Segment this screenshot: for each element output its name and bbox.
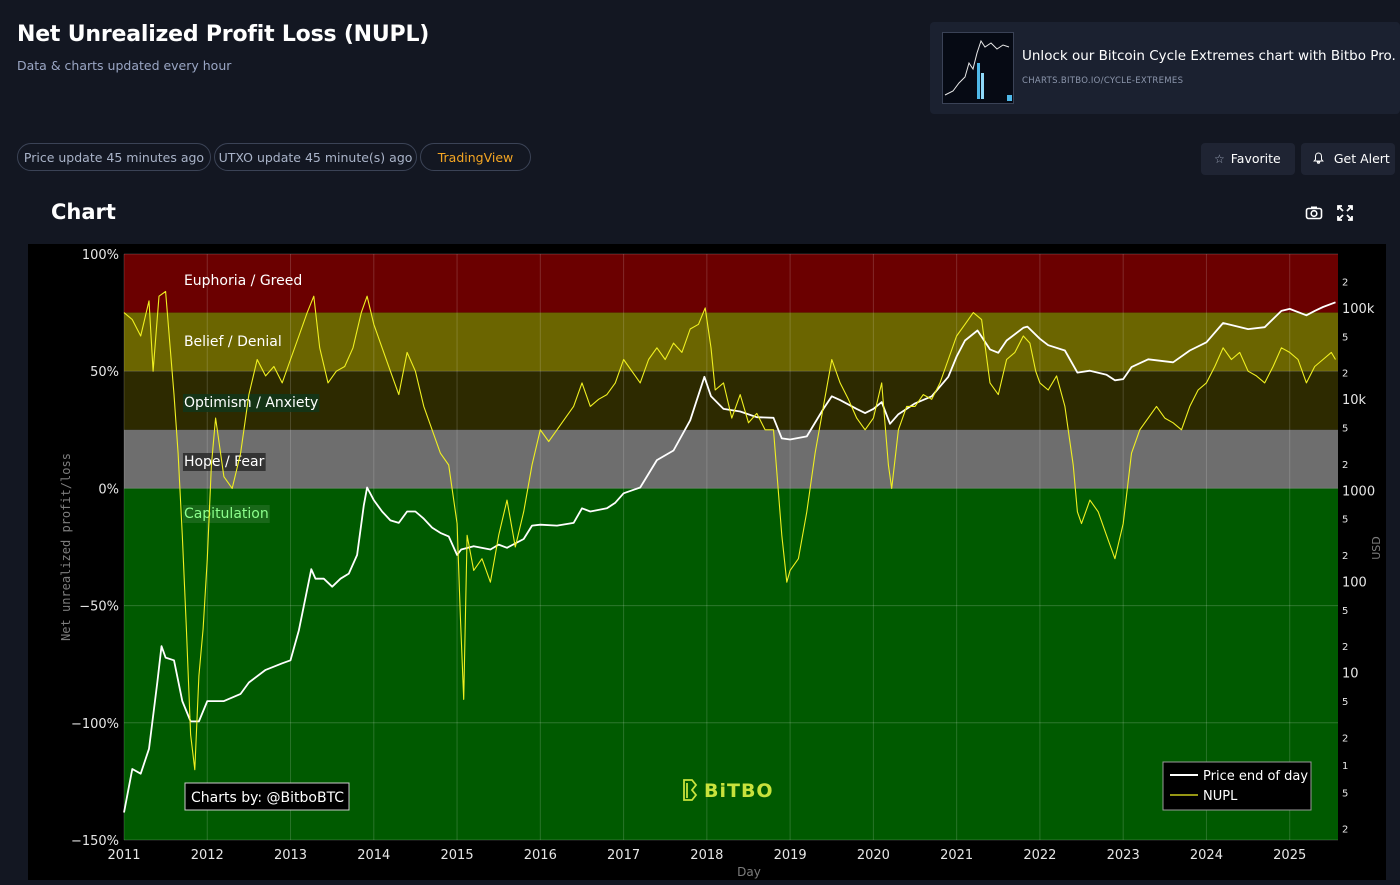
x-tick-label: 2022 xyxy=(1023,848,1056,863)
camera-icon[interactable] xyxy=(1305,204,1323,222)
y2-tick-label: 2 xyxy=(1342,825,1348,836)
bell-icon xyxy=(1313,152,1328,166)
y2-tick-label: 1000 xyxy=(1342,484,1375,499)
x-tick-label: 2018 xyxy=(690,848,723,863)
zone-band xyxy=(124,371,1338,430)
credit-box xyxy=(184,782,350,811)
page-subtitle: Data & charts updated every hour xyxy=(17,58,232,73)
x-tick-label: 2017 xyxy=(607,848,640,863)
zone-label-text: Optimism / Anxiety xyxy=(184,395,318,411)
promo-url[interactable]: CHARTS.BITBO.IO/CYCLE-EXTREMES xyxy=(1022,76,1184,86)
x-tick-label: 2014 xyxy=(357,848,390,863)
chart-container[interactable]: Euphoria / Greed Belief / Denial Optimism … xyxy=(28,244,1386,880)
y-tick-label: −150% xyxy=(71,834,119,849)
y2-tick-label: 2 xyxy=(1342,460,1348,471)
x-axis-title: Day xyxy=(737,865,761,879)
y-tick-label: 50% xyxy=(90,365,119,380)
nupl-series-line xyxy=(123,290,1336,771)
promo-banner[interactable]: Unlock our Bitcoin Cycle Extremes chart … xyxy=(930,22,1400,114)
x-tick-label: 2023 xyxy=(1107,848,1140,863)
credit-text: Charts by: @BitboBTC xyxy=(191,790,344,806)
y2-tick-label: 2 xyxy=(1342,551,1348,562)
y2-tick-label: 2 xyxy=(1342,277,1348,288)
y2-tick-label: 10k xyxy=(1342,393,1367,408)
zone-label-text: Capitulation xyxy=(184,506,269,522)
x-tick-label: 2012 xyxy=(191,848,224,863)
y2-tick-label: 2 xyxy=(1342,369,1348,380)
watermark-text: BiTBO xyxy=(704,780,774,802)
zone-label-text: Euphoria / Greed xyxy=(184,273,302,289)
x-tick-label: 2013 xyxy=(274,848,307,863)
star-icon: ☆ xyxy=(1214,152,1225,166)
x-tick-label: 2024 xyxy=(1190,848,1223,863)
y2-tick-label: 1 xyxy=(1342,761,1348,772)
favorite-label: Favorite xyxy=(1230,151,1281,166)
zone-label-bg xyxy=(182,394,320,412)
x-tick-label: 2021 xyxy=(940,848,973,863)
y2-tick-label: 5 xyxy=(1342,788,1348,799)
nupl-chart[interactable]: Euphoria / Greed Belief / Denial Optimism … xyxy=(28,244,1386,880)
y2-tick-label: 5 xyxy=(1342,332,1348,343)
get-alert-button[interactable]: Get Alert xyxy=(1301,143,1395,175)
y2-tick-label: 100k xyxy=(1342,302,1375,317)
zone-label-bg xyxy=(182,505,270,523)
promo-text[interactable]: Unlock our Bitcoin Cycle Extremes chart … xyxy=(1022,48,1396,64)
legend-label-nupl: NUPL xyxy=(1203,789,1238,804)
chart-heading: Chart xyxy=(51,200,116,224)
x-tick-label: 2015 xyxy=(441,848,474,863)
y-tick-label: 100% xyxy=(82,248,119,263)
y2-tick-label: 5 xyxy=(1342,515,1348,526)
y-tick-label: −50% xyxy=(79,600,119,615)
y2-tick-label: 5 xyxy=(1342,697,1348,708)
y2-tick-label: 5 xyxy=(1342,424,1348,435)
utxo-update-pill: UTXO update 45 minute(s) ago xyxy=(214,143,417,171)
y2-tick-label: 10 xyxy=(1342,667,1359,682)
zone-label-bg xyxy=(182,453,266,471)
bitbo-logo-icon xyxy=(683,779,698,801)
zone-label: Belief / Denial xyxy=(184,334,282,350)
zone-label-text: Belief / Denial xyxy=(184,334,282,350)
get-alert-label: Get Alert xyxy=(1333,151,1390,166)
y2-tick-label: 2 xyxy=(1342,733,1348,744)
fullscreen-icon[interactable] xyxy=(1336,204,1354,222)
legend-box xyxy=(1162,761,1312,811)
y-tick-label: −100% xyxy=(71,717,119,732)
y2-tick-label: 2 xyxy=(1342,642,1348,653)
zone-band xyxy=(124,429,1338,489)
promo-thumbnail-chart xyxy=(944,39,1012,101)
zone-band xyxy=(124,254,1338,313)
y2-tick-label: 5 xyxy=(1342,606,1348,617)
zone-label: Capitulation xyxy=(182,505,270,523)
y2-tick-label: 100 xyxy=(1342,575,1367,590)
legend-label-price: Price end of day xyxy=(1203,769,1308,784)
price-update-pill: Price update 45 minutes ago xyxy=(17,143,211,171)
zone-band xyxy=(124,488,1338,840)
y2-axis-title: USD xyxy=(1370,536,1383,560)
tradingview-link[interactable]: TradingView xyxy=(420,143,531,171)
y-tick-label: 0% xyxy=(98,482,119,497)
zone-band xyxy=(124,312,1338,372)
promo-thumbnail xyxy=(942,32,1014,104)
x-tick-label: 2020 xyxy=(857,848,890,863)
x-tick-label: 2016 xyxy=(524,848,557,863)
page-title: Net Unrealized Profit Loss (NUPL) xyxy=(17,22,430,47)
x-tick-label: 2025 xyxy=(1273,848,1306,863)
y-axis-title: Net unrealized profit/loss xyxy=(59,453,73,641)
x-tick-label: 2019 xyxy=(774,848,807,863)
zone-label: Hope / Fear xyxy=(182,453,266,471)
x-tick-label: 2011 xyxy=(107,848,140,863)
zone-label: Optimism / Anxiety xyxy=(182,394,320,412)
zone-label: Euphoria / Greed xyxy=(184,273,302,289)
zone-label-text: Hope / Fear xyxy=(184,454,265,470)
price-series-line xyxy=(123,301,1336,813)
favorite-button[interactable]: ☆ Favorite xyxy=(1201,143,1295,175)
